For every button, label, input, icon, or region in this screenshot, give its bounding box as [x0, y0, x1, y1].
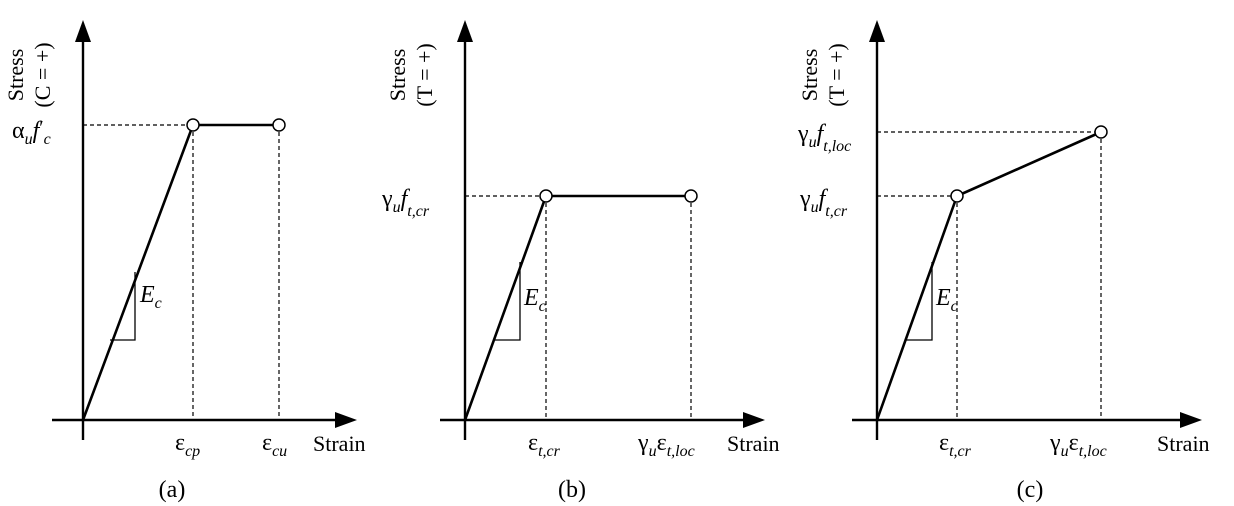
localization-point: [1094, 125, 1108, 139]
caption-c: (c): [1017, 477, 1044, 503]
x-label-eps-cu: εcu: [262, 430, 287, 460]
stress-strain-curve: [463, 194, 691, 421]
x-axis-arrowhead: [335, 412, 357, 428]
peak-point: [186, 118, 200, 132]
slope-triangle: [905, 262, 933, 341]
slope-label: Ec: [935, 285, 958, 315]
cracking-point: [950, 189, 964, 203]
y-axis-sign-convention: (T = +): [412, 43, 437, 107]
slope-triangle: [110, 272, 136, 341]
x-label-eps-tcr: εt,cr: [528, 430, 561, 460]
y-axis-title: Stress: [797, 49, 822, 102]
stress-strain-curve: [81, 123, 279, 421]
slope-label: Ec: [139, 282, 162, 312]
y-axis-arrowhead: [869, 20, 885, 42]
y-label-cracking-stress: γuft,cr: [799, 186, 848, 220]
x-label-eps-tcr: εt,cr: [939, 430, 972, 460]
x-axis-title: Strain: [1157, 431, 1210, 456]
caption-b: (b): [558, 477, 586, 503]
y-axis-arrowhead: [75, 20, 91, 42]
y-axis-sign-convention: (C = +): [30, 42, 55, 107]
x-label-gamma-eps-tloc: γuεt,loc: [637, 430, 695, 460]
stress-strain-curve: [875, 130, 1102, 421]
y-axis-arrowhead: [457, 20, 473, 42]
slope-label: Ec: [523, 285, 546, 315]
slope-triangle: [494, 262, 521, 341]
x-axis-title: Strain: [727, 431, 780, 456]
cracking-point: [539, 189, 553, 203]
caption-a: (a): [159, 477, 186, 503]
panel-a: Ec Stress (C = +) αuf′c εcp εcu Strain (…: [3, 20, 366, 503]
y-label-cracking-stress: γuft,cr: [381, 186, 430, 220]
panel-b: Ec Stress (T = +) γuft,cr εt,cr γuεt,loc…: [381, 20, 780, 503]
x-axis-arrowhead: [1180, 412, 1202, 428]
panel-c: Ec Stress (T = +) γuft,loc γuft,cr εt,cr…: [797, 20, 1210, 503]
ultimate-point: [272, 118, 286, 132]
x-axis-arrowhead: [743, 412, 765, 428]
localization-point: [684, 189, 698, 203]
x-axis-title: Strain: [313, 431, 366, 456]
x-label-eps-cp: εcp: [175, 430, 200, 460]
x-label-gamma-eps-tloc: γuεt,loc: [1049, 430, 1107, 460]
y-axis-sign-convention: (T = +): [824, 43, 849, 107]
y-label-localization-stress: γuft,loc: [797, 121, 851, 155]
y-label-peak-stress: αuf′c: [12, 117, 51, 148]
y-axis-title: Stress: [385, 49, 410, 102]
y-axis-title: Stress: [3, 49, 28, 102]
